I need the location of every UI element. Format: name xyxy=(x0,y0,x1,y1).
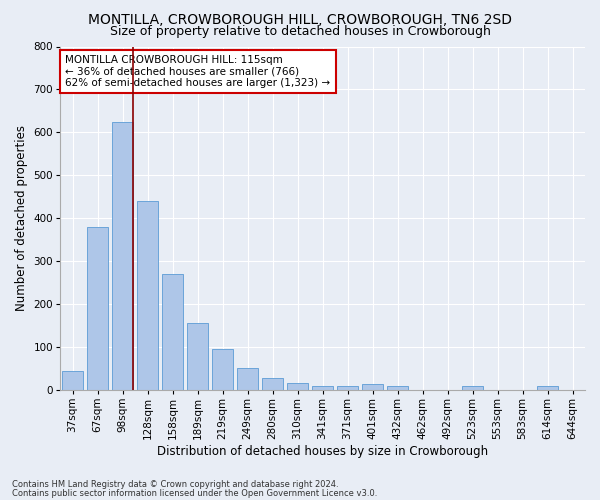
Bar xyxy=(187,324,208,390)
Bar xyxy=(387,386,408,390)
X-axis label: Distribution of detached houses by size in Crowborough: Distribution of detached houses by size … xyxy=(157,444,488,458)
Bar xyxy=(537,386,558,390)
Text: Contains public sector information licensed under the Open Government Licence v3: Contains public sector information licen… xyxy=(12,488,377,498)
Text: Contains HM Land Registry data © Crown copyright and database right 2024.: Contains HM Land Registry data © Crown c… xyxy=(12,480,338,489)
Bar xyxy=(212,349,233,390)
Bar xyxy=(137,201,158,390)
Bar xyxy=(287,382,308,390)
Text: MONTILLA, CROWBOROUGH HILL, CROWBOROUGH, TN6 2SD: MONTILLA, CROWBOROUGH HILL, CROWBOROUGH,… xyxy=(88,12,512,26)
Bar xyxy=(312,386,333,390)
Bar xyxy=(237,368,258,390)
Text: Size of property relative to detached houses in Crowborough: Size of property relative to detached ho… xyxy=(110,25,490,38)
Bar xyxy=(262,378,283,390)
Bar xyxy=(62,370,83,390)
Bar xyxy=(362,384,383,390)
Bar xyxy=(87,227,108,390)
Bar xyxy=(162,274,183,390)
Bar xyxy=(112,122,133,390)
Bar xyxy=(462,386,483,390)
Bar xyxy=(337,386,358,390)
Text: MONTILLA CROWBOROUGH HILL: 115sqm
← 36% of detached houses are smaller (766)
62%: MONTILLA CROWBOROUGH HILL: 115sqm ← 36% … xyxy=(65,55,331,88)
Y-axis label: Number of detached properties: Number of detached properties xyxy=(15,125,28,311)
